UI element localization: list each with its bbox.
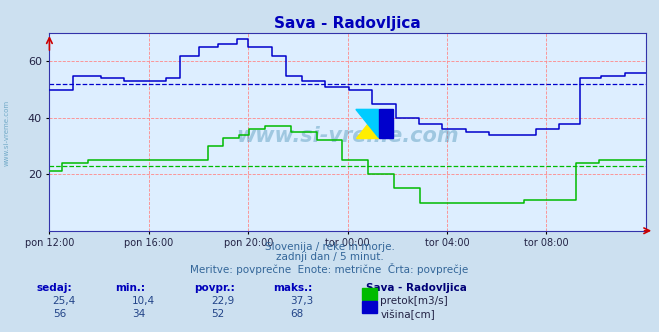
Text: 68: 68	[290, 309, 303, 319]
Text: 56: 56	[53, 309, 66, 319]
Text: maks.:: maks.:	[273, 283, 313, 293]
Title: Sava - Radovljica: Sava - Radovljica	[274, 16, 421, 31]
Text: www.si-vreme.com: www.si-vreme.com	[3, 100, 10, 166]
Text: min.:: min.:	[115, 283, 146, 293]
Polygon shape	[356, 110, 379, 138]
Text: povpr.:: povpr.:	[194, 283, 235, 293]
Bar	[379, 110, 393, 138]
Text: višina[cm]: višina[cm]	[380, 309, 435, 320]
Text: 25,4: 25,4	[53, 296, 76, 306]
Text: pretok[m3/s]: pretok[m3/s]	[380, 296, 448, 306]
Text: zadnji dan / 5 minut.: zadnji dan / 5 minut.	[275, 252, 384, 262]
Text: 22,9: 22,9	[211, 296, 234, 306]
Text: 34: 34	[132, 309, 145, 319]
Text: sedaj:: sedaj:	[36, 283, 72, 293]
Text: Sava - Radovljica: Sava - Radovljica	[366, 283, 467, 293]
Text: 10,4: 10,4	[132, 296, 155, 306]
Polygon shape	[356, 110, 379, 138]
Text: Meritve: povprečne  Enote: metrične  Črta: povprečje: Meritve: povprečne Enote: metrične Črta:…	[190, 263, 469, 275]
Text: 52: 52	[211, 309, 224, 319]
Text: Slovenija / reke in morje.: Slovenija / reke in morje.	[264, 242, 395, 252]
Text: www.si-vreme.com: www.si-vreme.com	[237, 126, 459, 146]
Text: 37,3: 37,3	[290, 296, 313, 306]
